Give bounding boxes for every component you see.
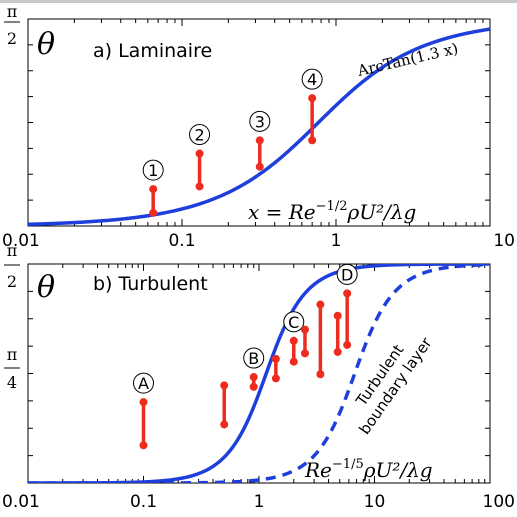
panel-b-ticks <box>27 264 490 483</box>
point-label-circle <box>133 372 154 394</box>
point-label-circle <box>336 263 358 285</box>
data-point-high <box>220 381 229 390</box>
panel-b-main-curve <box>28 264 490 483</box>
panel-a-ylabel-theta: θ <box>37 27 55 62</box>
point-label-circle <box>142 159 164 181</box>
data-point-high <box>149 185 158 194</box>
data-point-high <box>316 300 325 309</box>
data-point-low <box>343 340 352 349</box>
panel-a-title: a) Laminaire <box>93 40 212 62</box>
panel-turbulent: π 2 θ b) Turbulent π 4 Turbulent boundar… <box>2 241 515 512</box>
point-label-circle <box>249 110 271 132</box>
panel-b-mid-tick-num: π <box>7 345 18 364</box>
point-label: B <box>248 349 259 368</box>
data-point-low <box>195 182 204 191</box>
point-label-circle <box>301 68 323 90</box>
panel-a-ticks <box>27 19 490 226</box>
x-tick-label: 0.01 <box>2 231 40 251</box>
data-point-low <box>333 347 342 356</box>
panel-b-xlabel-rhs: ρU²/λg <box>363 458 433 482</box>
panel-a-arctan-curve <box>28 27 490 226</box>
x-tick-label: 100 <box>483 492 515 512</box>
point-label: C <box>288 313 299 332</box>
panel-b-boundary-layer-curve <box>28 264 490 483</box>
data-point-low <box>316 370 325 379</box>
data-point-high <box>333 311 342 320</box>
panel-b-ylabel-theta: θ <box>37 270 55 305</box>
panel-a-xlabel: x = Re−1/2ρU²/λg <box>248 199 416 224</box>
x-tick-label: 10 <box>493 231 515 251</box>
data-point-high <box>343 289 352 298</box>
panel-laminar: π 2 θ a) Laminaire ArcTan(1.3 x) 1 2 3 4 x … <box>2 2 515 251</box>
point-label: 1 <box>148 161 158 180</box>
top-edge <box>0 0 517 3</box>
panel-b-mid-tick-den: 4 <box>7 373 17 392</box>
panel-b-frame <box>27 263 491 484</box>
panel-a-curve-label: ArcTan(1.3 x) <box>355 39 460 80</box>
point-label: A <box>138 374 149 393</box>
data-point-low <box>149 208 158 217</box>
data-point-low <box>289 357 298 366</box>
panel-a-xlabel-exp: −1/2 <box>316 199 348 214</box>
panel-a-ylabel-num: π <box>7 2 18 21</box>
x-tick-label: 0.1 <box>130 492 157 512</box>
panel-b-curve-label: Turbulent boundary layer <box>352 334 436 438</box>
data-point-high <box>249 373 258 382</box>
data-point-low <box>271 374 280 383</box>
panel-b-xtick-labels: 0.01 0.1 1 10 100 <box>2 492 515 512</box>
data-point-high <box>255 136 264 145</box>
point-label: 2 <box>194 126 204 145</box>
point-label: 3 <box>255 112 265 131</box>
point-label-circle <box>243 347 265 369</box>
x-tick-label: 1 <box>254 492 265 512</box>
data-point-high <box>139 398 148 407</box>
data-point-low <box>249 382 258 391</box>
x-tick-label: 0.01 <box>2 492 40 512</box>
data-point-low <box>220 420 229 429</box>
data-point-high <box>195 149 204 158</box>
data-point-high <box>289 336 298 345</box>
data-point-low <box>255 162 264 171</box>
x-tick-label: 0.1 <box>168 231 195 251</box>
panel-b-xlabel: Re−1/5ρU²/λg <box>304 457 433 482</box>
panel-b-ylabel-num: π <box>7 241 18 260</box>
data-point-low <box>300 349 309 358</box>
panel-b-xlabel-lhs: Re <box>304 458 332 482</box>
panel-a-xtick-labels: 0.01 0.1 1 10 <box>2 231 515 251</box>
data-point-high <box>271 354 280 363</box>
panel-a-xlabel-lhs: x = Re <box>248 200 316 224</box>
panel-b-xlabel-exp: −1/5 <box>332 457 364 472</box>
panel-a-points: 1 2 3 4 <box>142 68 323 217</box>
point-label: 4 <box>307 70 317 89</box>
data-point-low <box>308 136 317 145</box>
panel-b-title: b) Turbulent <box>93 273 208 295</box>
panel-a-xlabel-rhs: ρU²/λg <box>346 200 416 224</box>
data-point-low <box>139 441 148 450</box>
point-label-circle <box>283 311 305 333</box>
data-point-high <box>308 94 317 103</box>
panel-a-ylabel-den: 2 <box>7 29 17 48</box>
panel-b-points: A B C D <box>133 263 358 450</box>
x-tick-label: 1 <box>331 231 342 251</box>
point-label: D <box>341 265 353 284</box>
x-tick-label: 10 <box>364 492 386 512</box>
point-label-circle <box>189 124 211 146</box>
data-point-high <box>300 325 309 334</box>
panel-b-ylabel-den: 2 <box>7 272 17 291</box>
